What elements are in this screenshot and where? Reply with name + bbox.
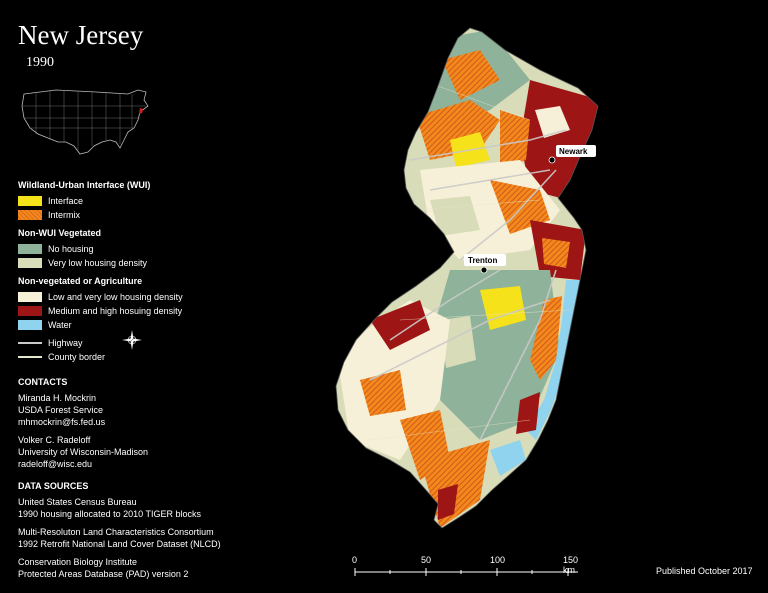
- scale-bar: 0 50 100 150 km: [350, 555, 580, 579]
- legend-heading-nonwui: Non-WUI Vegetated: [18, 228, 102, 238]
- contacts-heading: CONTACTS: [18, 377, 68, 387]
- legend-item-very-low: Very low housing density: [18, 256, 258, 270]
- compass-rose-icon: [122, 330, 142, 350]
- legend-item-highway: Highway: [18, 336, 258, 350]
- contact-name-1: Miranda H. Mockrin: [18, 393, 97, 403]
- swatch-highway: [18, 338, 42, 348]
- source-3-desc: Protected Areas Database (PAD) version 2: [18, 569, 189, 579]
- city-label-newark: Newark: [559, 147, 588, 156]
- legend-label-medium-high: Medium and high hosuing density: [48, 306, 183, 316]
- legend-item-interface: Interface: [18, 194, 258, 208]
- contact-name-2: Volker C. Radeloff: [18, 435, 91, 445]
- source-2-desc: 1992 Retrofit National Land Cover Datase…: [18, 539, 221, 549]
- legend-item-county: County border: [18, 350, 258, 364]
- legend-label-no-housing: No housing: [48, 244, 94, 254]
- contacts-block: CONTACTS Miranda H. Mockrin USDA Forest …: [18, 376, 221, 580]
- contact-org-2: University of Wisconsin-Madison: [18, 447, 149, 457]
- swatch-low-density: [18, 292, 42, 302]
- city-newark: Newark: [548, 145, 596, 164]
- swatch-medium-high: [18, 306, 42, 316]
- swatch-county: [18, 352, 42, 362]
- source-3-org: Conservation Biology Institute: [18, 557, 138, 567]
- published-note: Published October 2017: [656, 566, 753, 576]
- legend-label-very-low: Very low housing density: [48, 258, 148, 268]
- legend-item-medium-high: Medium and high hosuing density: [18, 304, 258, 318]
- city-label-trenton: Trenton: [468, 256, 497, 265]
- legend-item-water: Water: [18, 318, 258, 332]
- legend-item-intermix: Intermix: [18, 208, 258, 222]
- swatch-interface: [18, 196, 42, 206]
- legend-label-highway: Highway: [48, 338, 83, 348]
- new-jersey-map: Newark Trenton: [335, 27, 599, 529]
- legend-nonveg: Non-vegetated or Agriculture Low and ver…: [18, 276, 258, 332]
- source-1-desc: 1990 housing allocated to 2010 TIGER blo…: [18, 509, 201, 519]
- map-year: 1990: [26, 55, 54, 70]
- source-1-org: United States Census Bureau: [18, 497, 137, 507]
- swatch-very-low: [18, 258, 42, 268]
- legend-heading-nonveg: Non-vegetated or Agriculture: [18, 276, 143, 286]
- contact-email-1: mhmockrin@fs.fed.us: [18, 417, 106, 427]
- swatch-no-housing: [18, 244, 42, 254]
- map-title: New Jersey: [18, 20, 144, 50]
- swatch-water: [18, 320, 42, 330]
- legend-label-county: County border: [48, 352, 106, 362]
- legend-item-no-housing: No housing: [18, 242, 258, 256]
- map-legend: Wildland-Urban Interface (WUI) Interface…: [18, 180, 258, 368]
- new-jersey-highlight: [139, 108, 143, 114]
- sources-heading: DATA SOURCES: [18, 481, 89, 491]
- us-inset-map: [21, 89, 149, 155]
- legend-label-low-density: Low and very low housing density: [48, 292, 183, 302]
- contact-org-1: USDA Forest Service: [18, 405, 104, 415]
- legend-heading-wui: Wildland-Urban Interface (WUI): [18, 180, 151, 190]
- contact-email-2: radeloff@wisc.edu: [18, 459, 93, 469]
- legend-nonwui: Non-WUI Vegetated No housing Very low ho…: [18, 228, 258, 270]
- city-trenton: Trenton: [464, 254, 506, 274]
- scale-label-50: 50: [421, 555, 432, 565]
- legend-lines: Highway County border: [18, 336, 258, 364]
- legend-label-intermix: Intermix: [48, 210, 81, 220]
- legend-label-interface: Interface: [48, 196, 84, 206]
- legend-label-water: Water: [48, 320, 72, 330]
- legend-item-low-density: Low and very low housing density: [18, 290, 258, 304]
- legend-wui: Wildland-Urban Interface (WUI) Interface…: [18, 180, 258, 222]
- scale-label-150: 150 km: [563, 555, 579, 575]
- source-2-org: Multi-Resoluton Land Characteristics Con…: [18, 527, 214, 537]
- scale-label-0: 0: [352, 555, 358, 565]
- scale-label-100: 100: [490, 555, 506, 565]
- swatch-intermix: [18, 210, 42, 220]
- scale-bar-line: [354, 568, 578, 576]
